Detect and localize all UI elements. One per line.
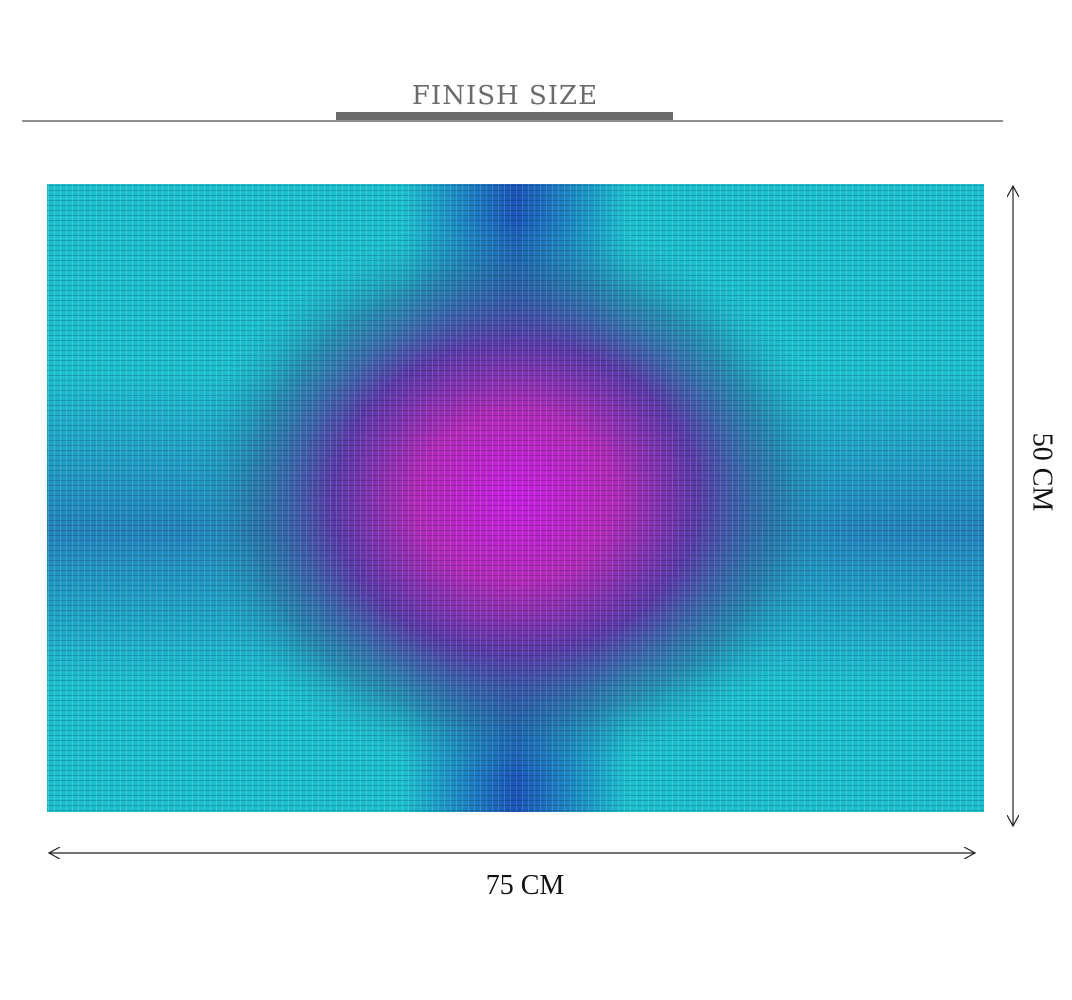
title: FINISH SIZE bbox=[412, 81, 598, 111]
height-label: 50 CM bbox=[1027, 433, 1058, 512]
width-label: 75 CM bbox=[486, 870, 565, 901]
title-bar bbox=[336, 112, 673, 120]
puzzle-image bbox=[47, 184, 984, 812]
